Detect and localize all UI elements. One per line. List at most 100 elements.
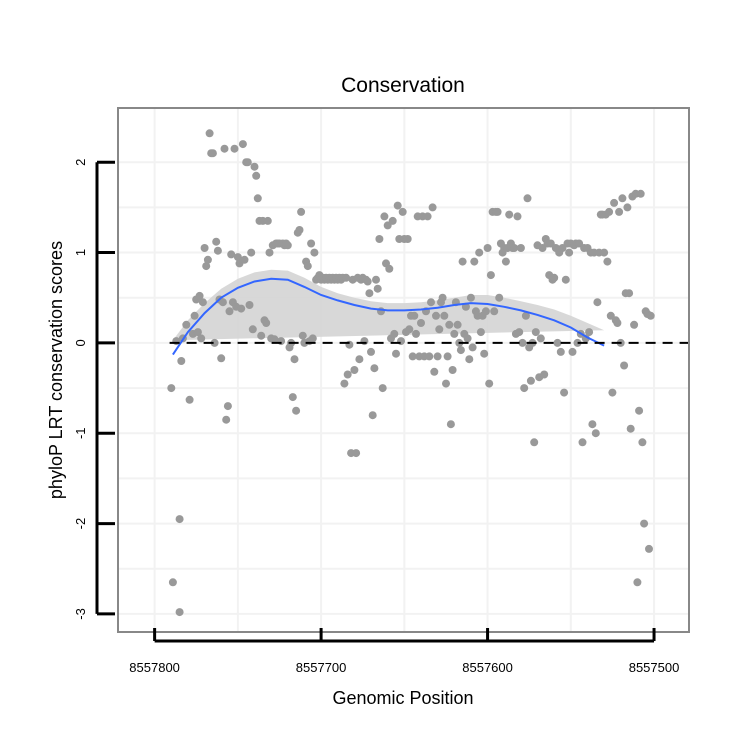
data-point bbox=[495, 293, 504, 302]
data-point bbox=[375, 235, 384, 243]
data-point bbox=[355, 355, 364, 364]
data-point bbox=[297, 207, 306, 216]
smooth-line bbox=[172, 277, 605, 356]
data-point bbox=[530, 438, 539, 447]
data-point bbox=[636, 189, 645, 198]
data-point bbox=[217, 354, 226, 363]
data-point bbox=[523, 194, 532, 203]
data-point bbox=[262, 319, 271, 327]
data-point bbox=[385, 264, 394, 273]
data-point bbox=[168, 578, 177, 587]
data-point bbox=[585, 328, 594, 337]
data-point bbox=[513, 212, 522, 221]
data-point bbox=[205, 129, 214, 138]
data-point bbox=[475, 248, 484, 257]
data-point bbox=[200, 244, 209, 252]
data-point bbox=[390, 329, 399, 338]
y-tick-label: 2 bbox=[73, 159, 88, 166]
data-point bbox=[442, 379, 450, 388]
data-point bbox=[516, 244, 525, 252]
y-tick-label: -1 bbox=[73, 427, 88, 439]
x-tick-label: 8557700 bbox=[296, 660, 347, 675]
data-point bbox=[453, 320, 462, 329]
data-point bbox=[526, 376, 535, 385]
data-point bbox=[465, 355, 474, 364]
data-point bbox=[195, 291, 204, 300]
data-point bbox=[202, 262, 211, 271]
y-axis-title: phyloP LRT conservation scores bbox=[46, 241, 66, 499]
data-point bbox=[493, 207, 502, 216]
data-point bbox=[483, 244, 492, 252]
data-point bbox=[310, 248, 319, 257]
data-point bbox=[463, 334, 472, 343]
data-point bbox=[646, 311, 655, 320]
data-point bbox=[270, 335, 279, 344]
data-point bbox=[428, 203, 437, 212]
y-tick-label: -3 bbox=[73, 608, 88, 620]
data-point bbox=[501, 257, 510, 266]
data-point bbox=[303, 262, 312, 271]
data-point bbox=[540, 370, 549, 379]
data-point bbox=[198, 298, 207, 307]
data-point bbox=[565, 248, 574, 257]
points-layer bbox=[167, 129, 655, 617]
data-point bbox=[620, 361, 629, 370]
data-point bbox=[218, 298, 227, 307]
data-point bbox=[253, 194, 262, 203]
x-tick-label: 8557600 bbox=[462, 660, 513, 675]
data-point bbox=[247, 248, 256, 257]
data-point bbox=[556, 347, 565, 356]
data-point bbox=[367, 347, 375, 356]
data-point bbox=[450, 329, 459, 338]
data-point bbox=[392, 349, 400, 358]
data-point bbox=[417, 319, 425, 327]
data-point bbox=[518, 338, 527, 347]
data-point bbox=[591, 429, 600, 438]
data-point bbox=[550, 273, 559, 282]
data-point bbox=[588, 420, 597, 429]
data-point bbox=[250, 162, 259, 171]
ribbon-layer bbox=[172, 269, 605, 341]
data-point bbox=[182, 320, 191, 329]
x-axis-title: Genomic Position bbox=[332, 688, 473, 708]
data-point bbox=[393, 201, 402, 210]
data-point bbox=[561, 275, 570, 284]
data-point bbox=[630, 320, 639, 329]
data-point bbox=[185, 395, 194, 404]
data-point bbox=[626, 424, 635, 433]
data-point bbox=[245, 301, 254, 309]
y-tick-label: 1 bbox=[73, 249, 88, 256]
data-point bbox=[423, 212, 432, 221]
data-point bbox=[213, 246, 222, 255]
data-point bbox=[480, 349, 489, 358]
data-point bbox=[466, 293, 475, 302]
y-tick-label: -2 bbox=[73, 518, 88, 530]
data-point bbox=[410, 311, 419, 320]
data-point bbox=[265, 248, 274, 257]
data-point bbox=[360, 337, 369, 346]
data-point bbox=[553, 338, 562, 347]
data-point bbox=[645, 544, 653, 553]
panel-border bbox=[117, 107, 690, 633]
data-point bbox=[430, 367, 439, 376]
data-point bbox=[573, 338, 582, 347]
data-point bbox=[388, 216, 397, 225]
data-point bbox=[445, 320, 454, 329]
data-point bbox=[443, 352, 452, 361]
data-point bbox=[440, 311, 449, 320]
data-point bbox=[298, 331, 307, 340]
data-point bbox=[425, 352, 434, 361]
data-point bbox=[398, 207, 407, 216]
data-point bbox=[510, 244, 519, 252]
data-point bbox=[230, 144, 239, 153]
confidence-ribbon bbox=[172, 269, 605, 341]
data-point bbox=[175, 608, 184, 617]
data-point bbox=[412, 329, 420, 338]
data-point bbox=[403, 235, 412, 243]
data-point bbox=[197, 334, 206, 343]
data-point bbox=[560, 388, 569, 397]
data-point bbox=[610, 198, 619, 207]
data-point bbox=[220, 144, 229, 153]
data-point bbox=[208, 149, 217, 158]
